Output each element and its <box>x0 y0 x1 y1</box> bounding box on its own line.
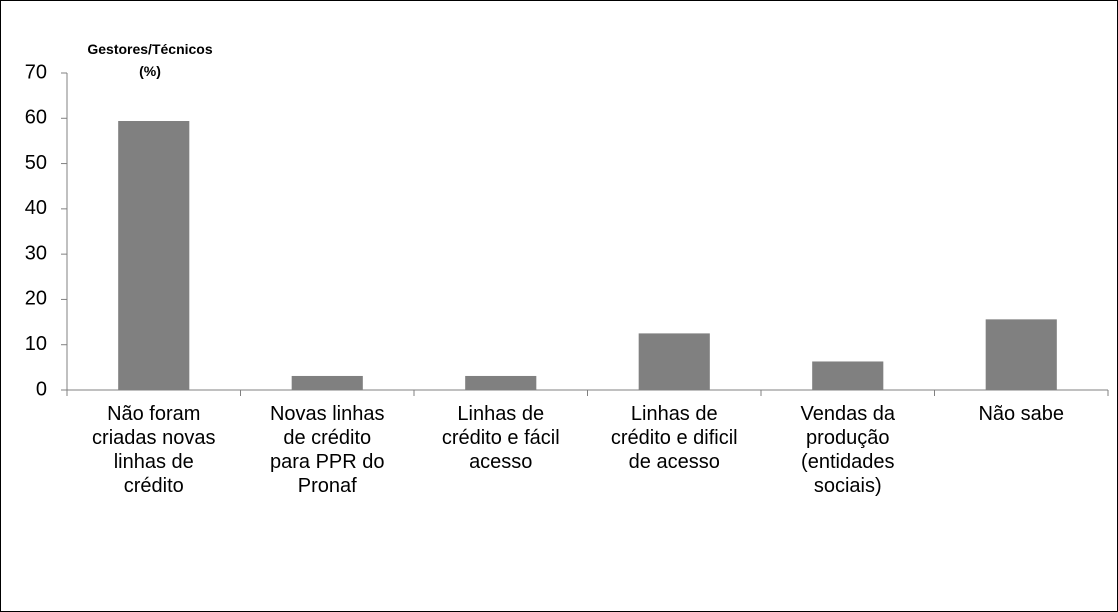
bar <box>812 361 884 390</box>
y-tick-label: 0 <box>36 378 47 400</box>
y-tick-label: 10 <box>25 333 47 355</box>
bar <box>985 319 1057 390</box>
y-axis-label: Gestores/Técnicos (%) <box>87 41 213 79</box>
bar <box>291 375 363 390</box>
y-tick-label: 70 <box>25 61 47 83</box>
x-tick-label: Linhas de crédito e fácil acesso <box>441 403 560 473</box>
x-tick-label: Não foram criadas novas linhas de crédit… <box>92 403 216 497</box>
y-tick-label: 40 <box>25 197 47 219</box>
y-tick-label: 60 <box>25 107 47 129</box>
x-tick-label: Não sabe <box>978 403 1065 425</box>
x-tick-label: Linhas de crédito e dificil de acesso <box>610 403 738 473</box>
x-tick-label: Novas linhas de crédito para PPR do Pron… <box>269 403 385 497</box>
y-tick-label: 30 <box>25 242 47 264</box>
bar <box>118 121 190 390</box>
y-tick-label: 20 <box>25 288 47 310</box>
y-tick-label: 50 <box>25 152 47 174</box>
bar <box>465 375 537 390</box>
bar <box>638 333 710 390</box>
x-tick-label: Vendas da produção (entidades sociais) <box>800 403 896 497</box>
